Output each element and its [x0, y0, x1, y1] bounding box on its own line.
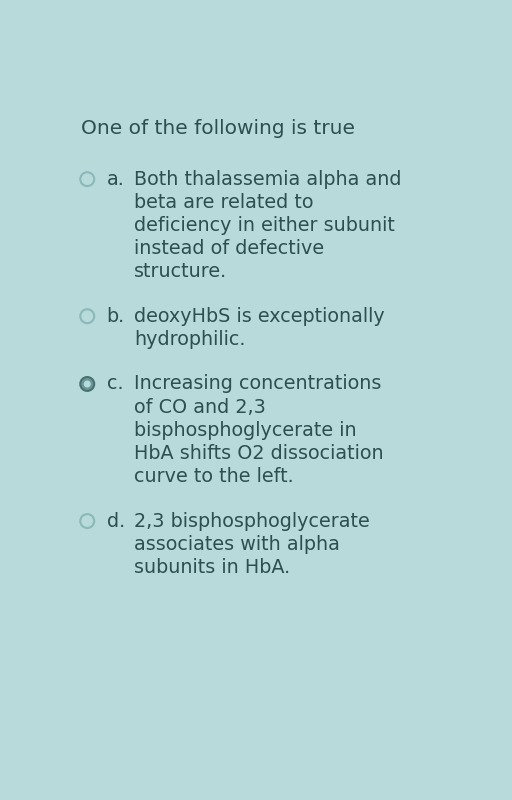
Ellipse shape	[80, 377, 94, 391]
Text: of CO and 2,3: of CO and 2,3	[134, 398, 266, 417]
Ellipse shape	[80, 310, 94, 323]
Text: b.: b.	[106, 306, 125, 326]
Text: Both thalassemia alpha and: Both thalassemia alpha and	[134, 170, 401, 189]
Text: HbA shifts O2 dissociation: HbA shifts O2 dissociation	[134, 444, 383, 462]
Text: One of the following is true: One of the following is true	[81, 119, 355, 138]
Text: hydrophilic.: hydrophilic.	[134, 330, 245, 349]
Text: structure.: structure.	[134, 262, 227, 281]
Text: curve to the left.: curve to the left.	[134, 467, 293, 486]
Text: beta are related to: beta are related to	[134, 193, 313, 212]
Text: Increasing concentrations: Increasing concentrations	[134, 374, 381, 394]
Text: d.: d.	[106, 511, 125, 530]
Text: deoxyHbS is exceptionally: deoxyHbS is exceptionally	[134, 306, 385, 326]
Text: subunits in HbA.: subunits in HbA.	[134, 558, 290, 577]
Text: 2,3 bisphosphoglycerate: 2,3 bisphosphoglycerate	[134, 511, 370, 530]
Text: instead of defective: instead of defective	[134, 239, 324, 258]
Ellipse shape	[84, 381, 91, 387]
Text: bisphosphoglycerate in: bisphosphoglycerate in	[134, 421, 356, 440]
Text: deficiency in either subunit: deficiency in either subunit	[134, 216, 395, 235]
Text: a.: a.	[106, 170, 124, 189]
Ellipse shape	[80, 514, 94, 528]
Text: c.: c.	[106, 374, 123, 394]
Text: associates with alpha: associates with alpha	[134, 534, 339, 554]
Ellipse shape	[80, 172, 94, 186]
